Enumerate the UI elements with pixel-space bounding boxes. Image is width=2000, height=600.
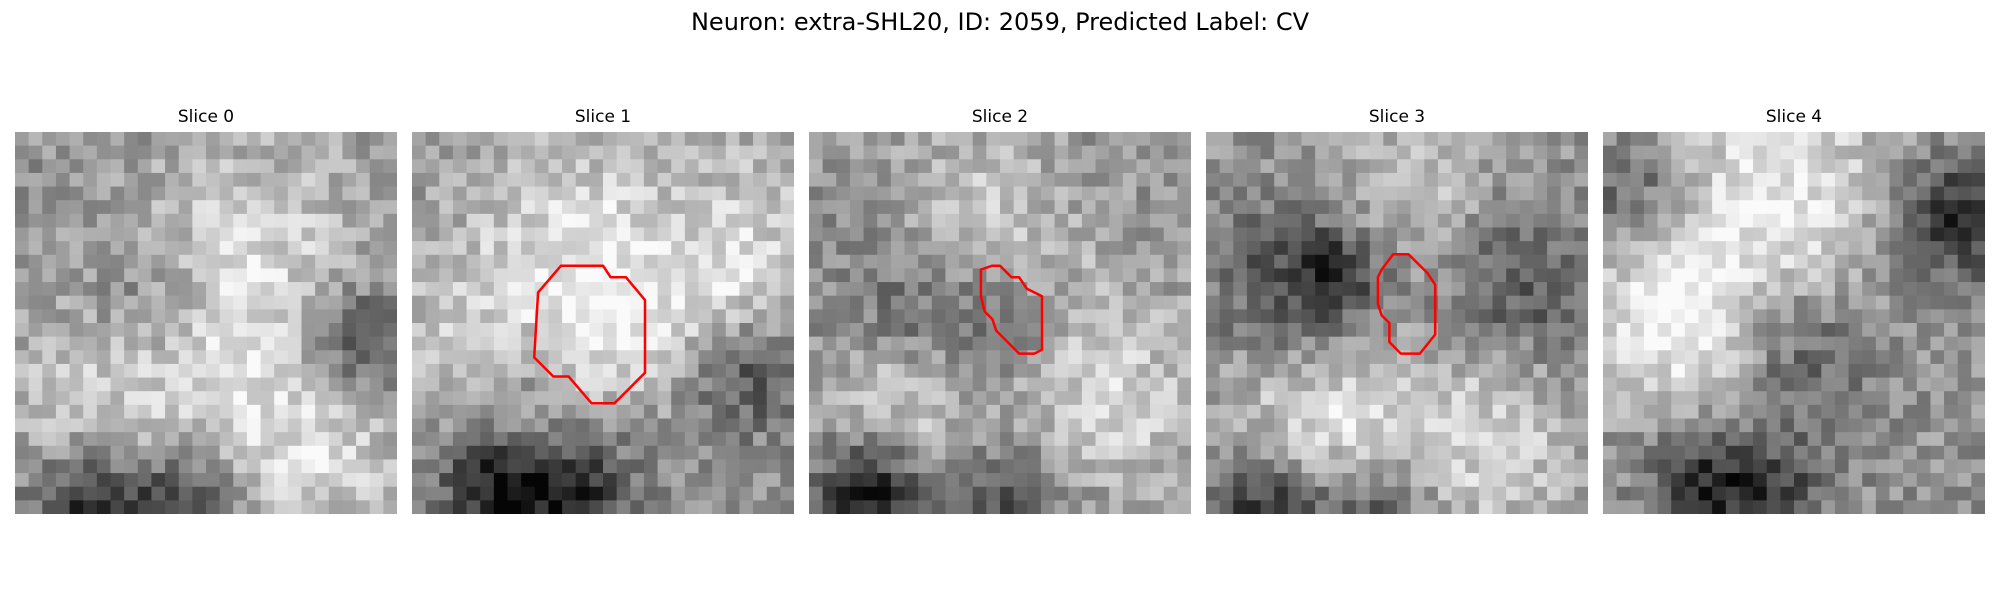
slice-title: Slice 0 [177,107,235,127]
slice-image [15,132,397,514]
slice-panel-1: Slice 1 [412,106,794,514]
slice-panel-3: Slice 3 [1206,106,1588,514]
segmentation-contour [979,264,1044,355]
slice-image [809,132,1191,514]
slice-title: Slice 1 [574,107,632,127]
segmentation-contour [1376,252,1437,355]
slice-image [1206,132,1588,514]
slice-panel-2: Slice 2 [809,106,1191,514]
slice-panel-0: Slice 0 [15,106,397,514]
slice-title: Slice 3 [1368,107,1426,127]
slice-image [412,132,794,514]
slice-image [1603,132,1985,514]
slice-panel-4: Slice 4 [1603,106,1985,514]
figure-title: Neuron: extra-SHL20, ID: 2059, Predicted… [690,8,1310,36]
segmentation-contour [532,264,647,405]
slice-title: Slice 2 [971,107,1029,127]
slice-title: Slice 4 [1765,107,1823,127]
